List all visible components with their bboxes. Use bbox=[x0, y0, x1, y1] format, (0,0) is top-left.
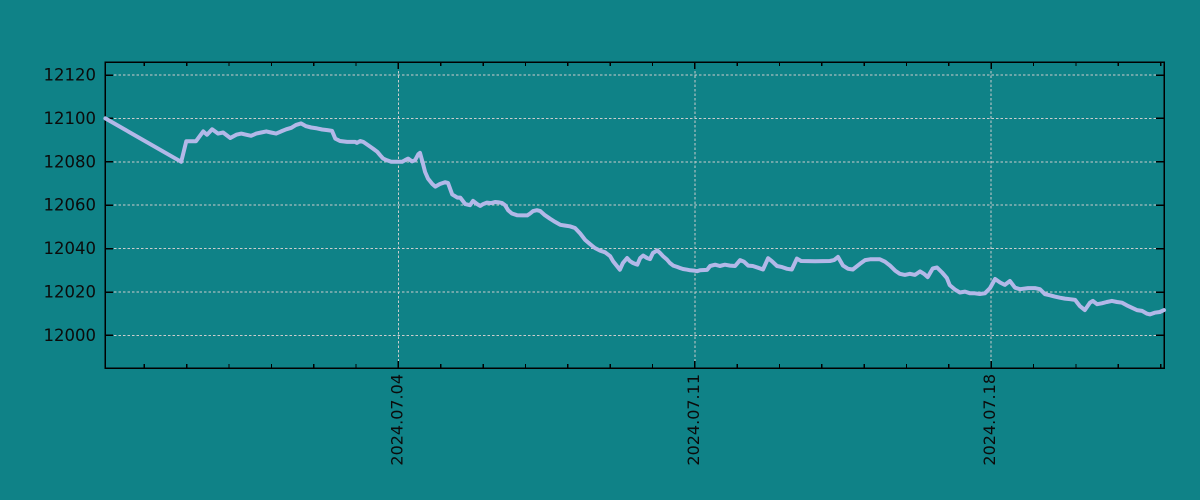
y-tick-label: 12100 bbox=[44, 109, 97, 128]
x-tick-label: 2024.07.11 bbox=[684, 374, 703, 466]
y-tick-label: 12020 bbox=[44, 283, 97, 302]
x-tick-label: 2024.07.18 bbox=[980, 374, 999, 466]
plot-border bbox=[104, 61, 1165, 369]
y-tick-label: 12040 bbox=[44, 239, 97, 258]
y-tick-label: 12000 bbox=[44, 326, 97, 345]
y-tick-label: 12080 bbox=[44, 152, 97, 171]
y-tick-label: 12060 bbox=[44, 196, 97, 215]
y-tick-label: 12120 bbox=[44, 66, 97, 85]
series-line-instances bbox=[103, 116, 1166, 317]
x-tick-label: 2024.07.04 bbox=[387, 374, 406, 466]
